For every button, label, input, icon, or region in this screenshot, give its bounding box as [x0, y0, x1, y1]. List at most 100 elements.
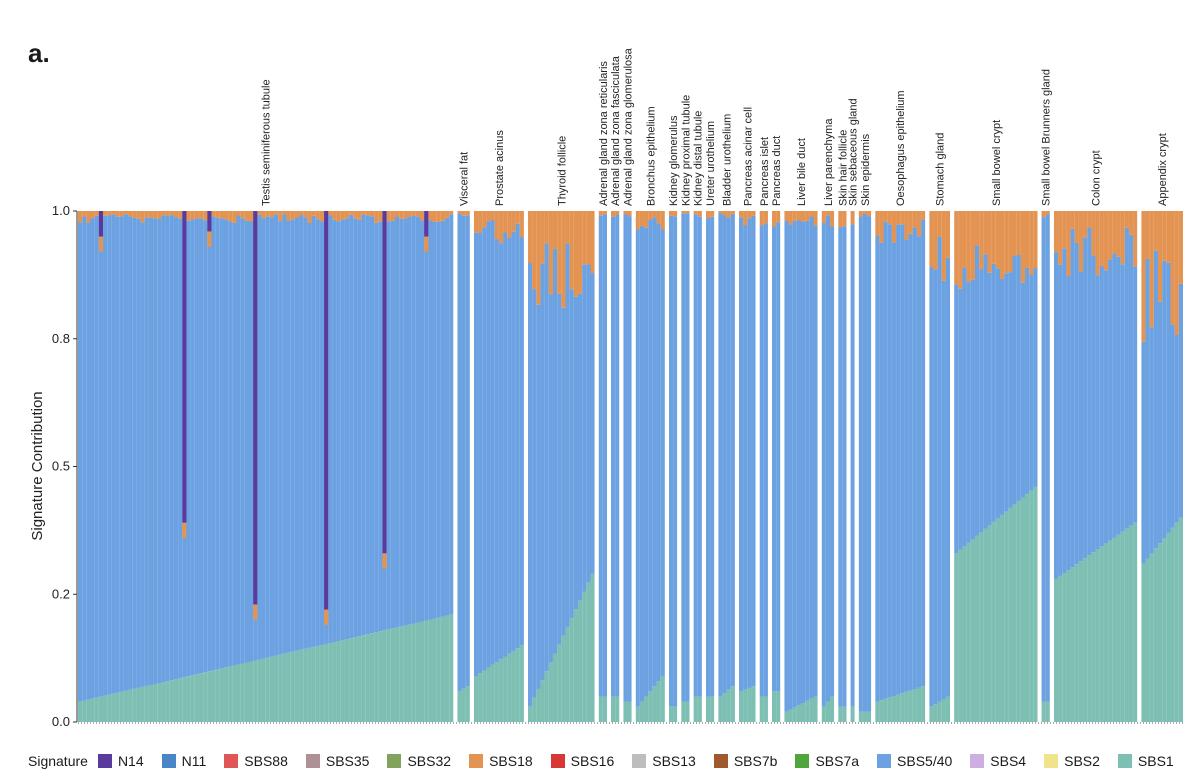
bar-sbs18 [236, 211, 241, 216]
bar-n14 [424, 211, 429, 237]
bar-sbs5-40 [161, 215, 166, 683]
bar-sbs5-40 [1174, 335, 1179, 523]
legend-title: Signature [28, 753, 88, 769]
bar-sbs5-40 [415, 216, 421, 623]
bar-sbs18 [887, 211, 892, 225]
bar-sbs5-40 [850, 224, 855, 707]
bar-sbs1 [705, 696, 711, 722]
bar-sbs5-40 [1053, 252, 1059, 579]
bar-sbs1 [1012, 504, 1017, 722]
bar-sbs5-40 [1166, 262, 1171, 533]
bar-sbs1 [1099, 546, 1104, 722]
bar-sbs18 [743, 211, 748, 226]
bar-sbs18 [1166, 211, 1171, 263]
bar-sbs1 [573, 609, 578, 722]
bar-sbs5-40 [90, 217, 95, 699]
bar-sbs18 [862, 211, 868, 214]
bar-sbs5-40 [941, 280, 946, 699]
bar-sbs5-40 [1162, 260, 1167, 539]
bar-sbs18 [660, 211, 665, 230]
bar-sbs5-40 [249, 221, 254, 662]
bar-sbs5-40 [403, 218, 408, 626]
bar-sbs5-40 [148, 217, 154, 685]
bar-sbs1 [219, 668, 224, 722]
bar-sbs5-40 [420, 220, 425, 622]
bar-sbs1 [411, 623, 416, 722]
y-tick-label: 0.5 [52, 459, 70, 474]
bar-n14 [253, 211, 258, 605]
bar-sbs1 [954, 553, 959, 722]
bar-sbs18 [738, 211, 744, 218]
bar-sbs5-40 [627, 216, 632, 702]
bar-sbs18 [788, 211, 793, 225]
tissue-separator [714, 211, 719, 722]
bar-sbs1 [415, 622, 421, 722]
bar-sbs5-40 [436, 221, 441, 618]
bar-sbs1 [386, 629, 391, 722]
bar-sbs18 [1020, 211, 1026, 283]
bar-sbs1 [565, 626, 570, 722]
bar-sbs1 [173, 679, 179, 722]
bar-sbs5-40 [611, 216, 616, 697]
bar-n14 [98, 211, 104, 237]
legend-item: SBS1 [1117, 753, 1174, 769]
bar-sbs1 [182, 677, 187, 722]
bar-sbs5-40 [240, 218, 245, 664]
bar-sbs5-40 [639, 225, 645, 702]
legend-label: SBS7b [733, 753, 778, 769]
bar-sbs5-40 [565, 243, 570, 627]
bar-sbs18 [286, 211, 291, 221]
bar-sbs1 [1083, 558, 1088, 722]
bar-sbs5-40 [232, 222, 237, 666]
bar-sbs18 [457, 211, 462, 214]
bar-sbs1 [1029, 490, 1034, 722]
bar-sbs1 [660, 676, 665, 722]
bar-sbs18 [635, 211, 640, 230]
bar-sbs5-40 [128, 216, 133, 690]
bar-sbs5-40 [1062, 248, 1067, 574]
bar-sbs5-40 [590, 273, 595, 574]
bar-sbs1 [821, 706, 826, 722]
bar-sbs1 [299, 649, 304, 722]
bar-sbs18 [328, 211, 333, 216]
bar-sbs1 [157, 683, 162, 722]
bar-sbs18 [552, 211, 558, 249]
bar-sbs5-40 [788, 224, 793, 710]
bar-sbs18 [565, 211, 570, 244]
bar-sbs5-40 [656, 223, 661, 682]
bar-sbs1 [378, 631, 383, 722]
bar-sbs1 [311, 646, 316, 722]
bar-sbs1 [1008, 507, 1013, 722]
bar-sbs5-40 [904, 239, 909, 692]
legend-swatch [632, 754, 647, 768]
tissue-group [598, 211, 608, 722]
bar-sbs18 [1058, 211, 1063, 265]
bar-sbs5-40 [1012, 255, 1017, 505]
bar-sbs5-40 [1058, 264, 1063, 576]
bar-sbs18 [111, 211, 116, 215]
legend-swatch [1117, 754, 1132, 768]
bar-sbs1 [319, 644, 325, 722]
panel-label: a. [28, 38, 50, 68]
legend-item: SBS32 [387, 753, 451, 769]
bar-sbs1 [1045, 701, 1050, 722]
bar-sbs1 [718, 696, 723, 722]
tissue-separator [846, 211, 851, 722]
bar-sbs18 [82, 211, 87, 217]
bar-sbs1 [1120, 531, 1125, 722]
bar-sbs5-40 [511, 231, 516, 651]
bar-sbs1 [1058, 575, 1063, 722]
legend-swatch [161, 754, 176, 768]
legend-swatch [550, 754, 565, 768]
bar-sbs18 [805, 211, 810, 221]
bar-sbs1 [115, 692, 120, 722]
bar-sbs18 [219, 211, 224, 219]
bar-sbs1 [498, 659, 504, 722]
bar-sbs1 [473, 676, 479, 722]
bar-sbs5-40 [532, 289, 537, 698]
tissue-separator [1049, 211, 1054, 722]
bar-sbs5-40 [751, 215, 756, 687]
bar-sbs5-40 [123, 214, 129, 691]
bar-sbs5-40 [94, 215, 99, 698]
bar-sbs1 [207, 671, 212, 722]
